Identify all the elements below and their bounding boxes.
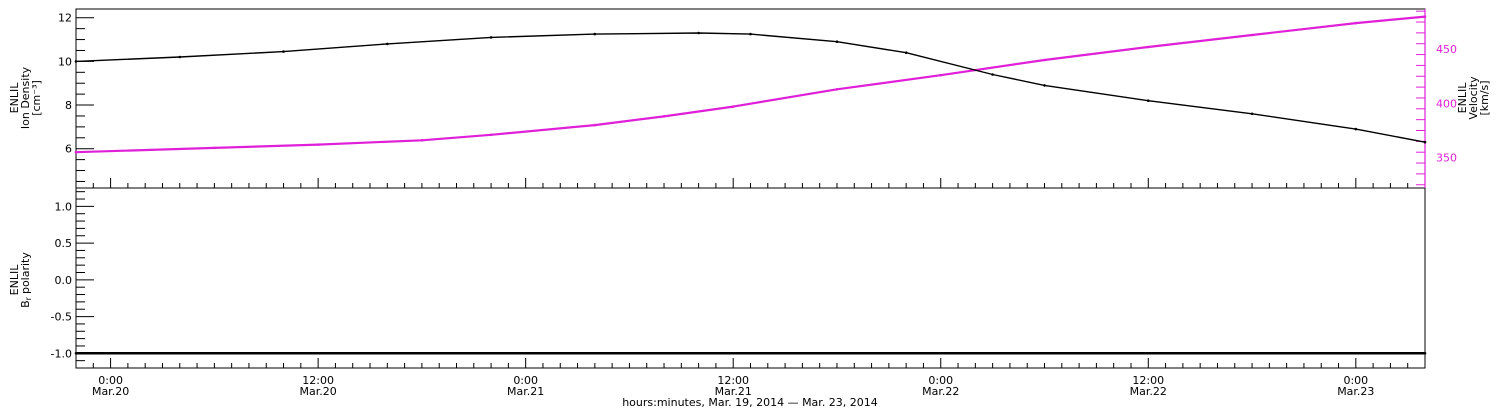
ion-density-line-point [749,32,752,36]
velocity-line-point [74,150,78,154]
ion-density-line-point [904,51,908,54]
density-y-tick-label: 12 [58,12,72,25]
velocity-y-tick-label: 350 [1436,152,1457,165]
x-tick-label-time: 0:00 [98,374,123,387]
x-tick-label-date: Mar.23 [1337,385,1374,398]
ion-density-axis-title-line1: ENLIL [8,82,21,114]
polarity-y-tick-label: -0.5 [51,311,72,324]
x-tick-label-time: 0:00 [1343,374,1368,387]
velocity-line-point [1147,45,1150,49]
polarity-y-tick-label: 0.0 [55,274,73,287]
polarity-axis-title-line2: Br polarity [19,252,33,308]
polarity-axis-title-word: polarity [19,252,32,294]
velocity-line-point [420,139,424,142]
velocity-line-point [593,123,597,127]
x-tick-label-time: 12:00 [302,374,334,387]
ion-density-line-point [1147,99,1150,102]
x-tick-label-date: Mar.20 [300,385,337,398]
x-tick-label-date: Mar.20 [92,385,129,398]
x-tick-label-date: Mar.21 [507,385,544,398]
density-y-tick-label: 10 [58,55,72,68]
velocity-y-tick-label: 450 [1436,43,1457,56]
axis-tick-labels: 0:00Mar.2012:00Mar.200:00Mar.2112:00Mar.… [51,12,1457,398]
x-axis-title: hours:minutes, Mar. 19, 2014 — Mar. 23, … [622,396,878,409]
polarity-line-point [74,352,78,355]
ion-density-line-point [489,36,493,39]
velocity-line-point [213,146,216,150]
ion-density-line-point [991,73,994,76]
velocity-axis-title-unit: [km/s] [1478,80,1491,115]
velocity-axis-title-line1: ENLIL [1456,82,1469,114]
velocity-y-tick-label: 400 [1436,97,1457,110]
polarity-axis-title-line1: ENLIL [8,264,21,296]
velocity-line-point [1354,21,1358,25]
axis-ticks [75,9,1426,368]
ion-density-line-point [386,42,389,46]
ion-density-axis-title: ENLIL Ion Density [cm⁻³] [8,66,43,129]
velocity-line-point [1250,33,1254,37]
data-series [74,15,1427,355]
ion-density-line [75,32,1426,143]
polarity-axis-title: ENLIL Br polarity [8,252,33,308]
ion-density-line-point [74,60,78,63]
ion-density-line-point [697,31,700,35]
x-tick-label-date: Mar.22 [922,385,959,398]
velocity-line-point [835,88,839,91]
ion-density-line-point [593,32,597,36]
x-tick-label-date: Mar.22 [1130,385,1167,398]
x-tick-label-date: Mar.21 [715,385,752,398]
density-y-tick-label: 6 [65,143,72,156]
polarity-y-tick-label: 1.0 [55,200,73,213]
ion-density-line-point [282,50,285,53]
velocity-line-point [939,73,942,77]
x-tick-label-time: 12:00 [1132,374,1164,387]
velocity-line-point [731,105,735,108]
velocity-line [75,15,1426,154]
ion-density-line-point [1423,140,1427,144]
velocity-line-point [662,115,666,118]
ion-density-line-point [1250,112,1254,116]
x-tick-label-time: 0:00 [513,374,538,387]
ion-density-line-point [835,40,839,43]
velocity-line-point [316,143,320,146]
polarity-y-tick-label: -1.0 [51,347,72,360]
ion-density-line-point [1354,127,1358,131]
velocity-line-point [1423,15,1427,18]
polarity-y-tick-label: 0.5 [55,237,73,250]
ion-density-line-point [178,55,182,59]
polarity-panel-frame [75,187,1426,369]
velocity-line-point [489,133,493,137]
ion-density-line-point [1043,84,1046,87]
velocity-axis-title: ENLIL Velocity [km/s] [1456,76,1491,120]
x-tick-label-time: 0:00 [928,374,953,387]
velocity-line-point [1043,58,1046,62]
density-velocity-panel-frame [75,8,1426,189]
x-tick-label-time: 12:00 [717,374,749,387]
ion-density-axis-title-line2: Ion Density [19,66,32,129]
ion-density-axis-title-unit: [cm⁻³] [30,80,43,116]
velocity-axis-title-line2: Velocity [1467,76,1480,120]
density-y-tick-label: 8 [65,99,72,112]
polarity-line-point [1423,352,1427,355]
polarity-axis-title-b: B [19,300,32,308]
polarity-axis-title-subscript: r [24,296,33,300]
